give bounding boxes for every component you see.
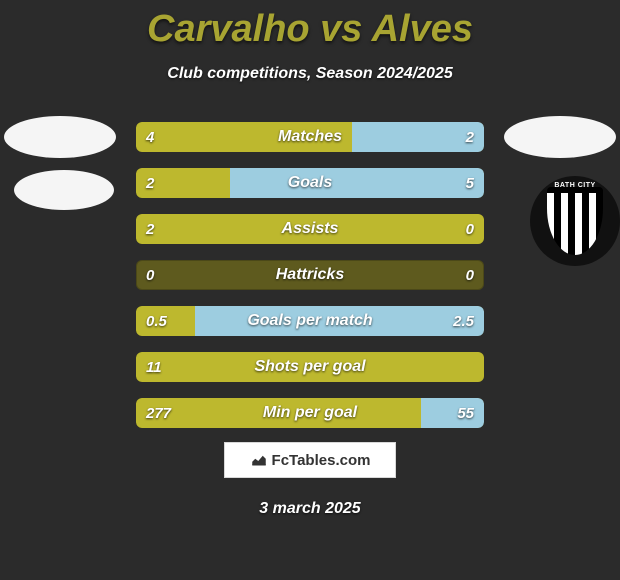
stat-label: Matches [136,122,484,152]
brand-link[interactable]: FcTables.com [224,442,396,478]
player-right-crest: BATH CITY [530,176,620,266]
footer-date: 3 march 2025 [0,500,620,518]
brand-text: FcTables.com [272,452,371,469]
stats-bars: 42Matches 25Goals 20Assists 00Hattricks 0.52… [136,122,484,444]
player-left-badge-1 [4,116,116,158]
stat-label: Hattricks [136,260,484,290]
stat-row: 11Shots per goal [136,352,484,382]
stat-row: 27755Min per goal [136,398,484,428]
stat-label: Shots per goal [136,352,484,382]
stat-label: Assists [136,214,484,244]
stat-row: 42Matches [136,122,484,152]
stat-label: Goals per match [136,306,484,336]
stat-label: Min per goal [136,398,484,428]
player-left-badge-2 [14,170,114,210]
stat-row: 0.52.5Goals per match [136,306,484,336]
crest-stripes [547,187,603,255]
crest-label: BATH CITY [554,182,595,189]
page-subtitle: Club competitions, Season 2024/2025 [0,65,620,83]
stat-row: 20Assists [136,214,484,244]
stat-label: Goals [136,168,484,198]
player-right-badge-1 [504,116,616,158]
page-title: Carvalho vs Alves [0,0,620,51]
chart-icon [250,449,268,471]
stat-row: 00Hattricks [136,260,484,290]
stat-row: 25Goals [136,168,484,198]
